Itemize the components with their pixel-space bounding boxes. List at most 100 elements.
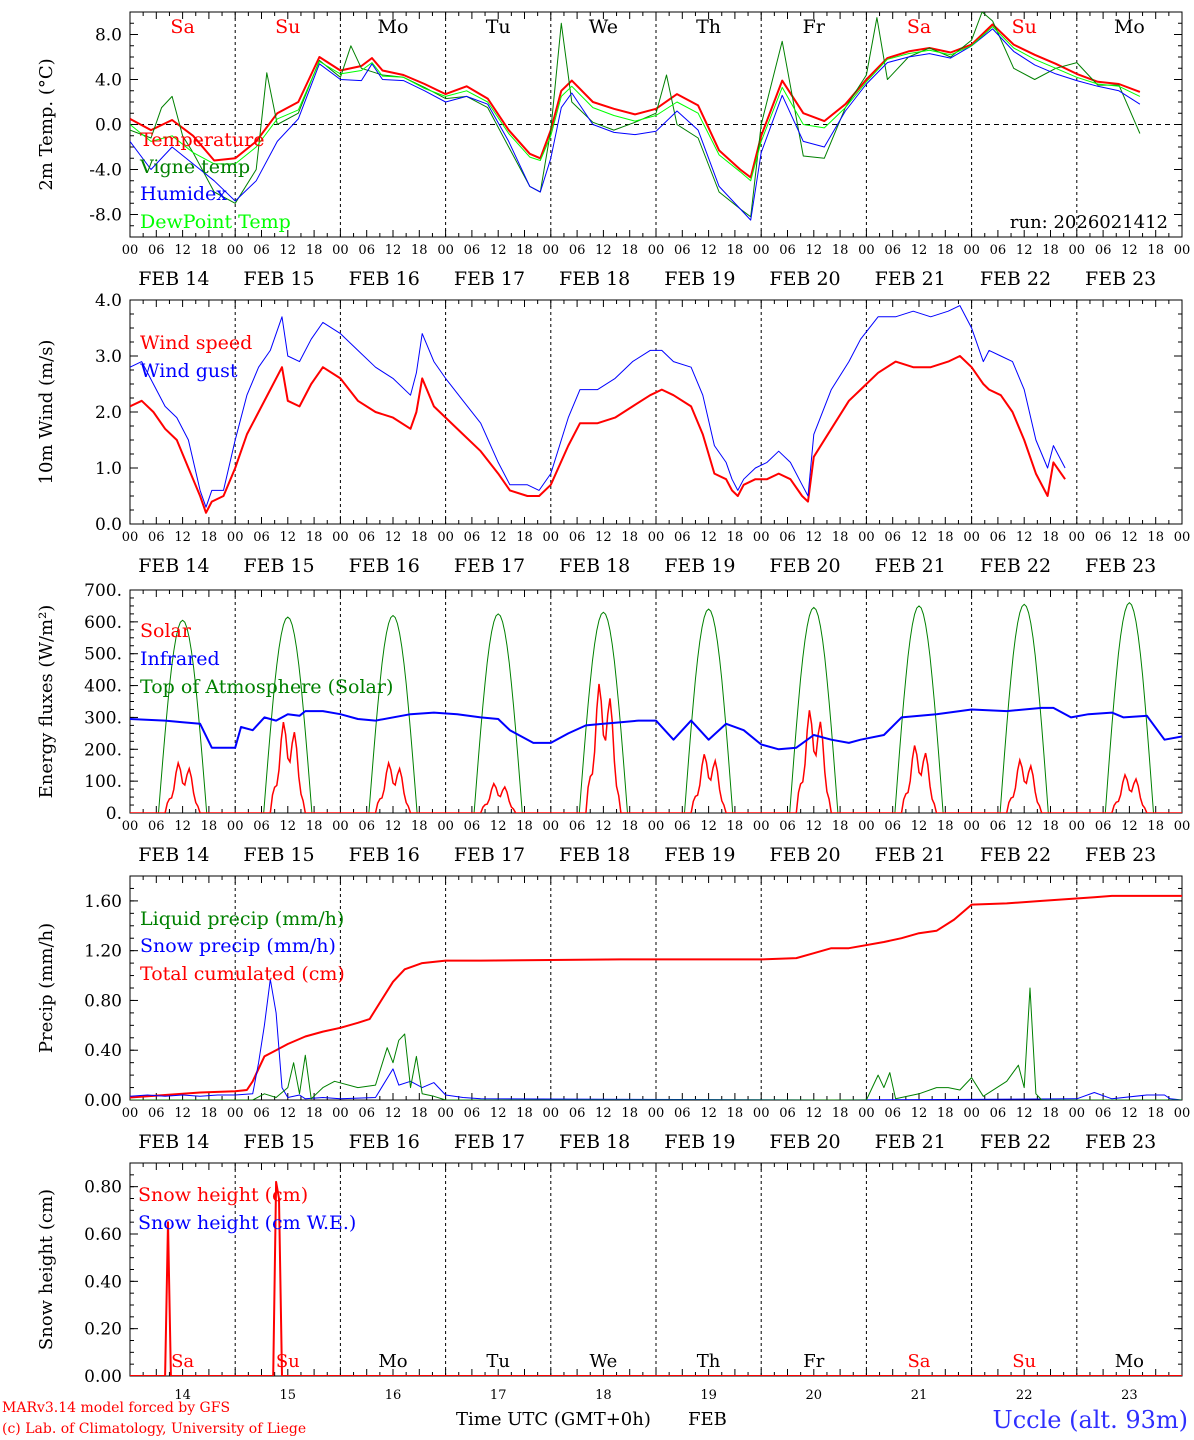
hour-tick-label: 18 bbox=[937, 1106, 954, 1121]
hour-tick-label: 00 bbox=[963, 1106, 980, 1121]
hour-tick-label: 00 bbox=[122, 1106, 139, 1121]
hour-tick-label: 12 bbox=[385, 1106, 402, 1121]
hour-tick-label: 06 bbox=[990, 530, 1007, 545]
hour-tick-label: 06 bbox=[779, 530, 796, 545]
panel-energy: 0. 100. 200. 300. 400. 500. 600. 700. Energy flu… bbox=[36, 581, 1190, 866]
day-name: Su bbox=[276, 1351, 300, 1372]
series-group bbox=[130, 305, 1066, 514]
date-label: FEB 16 bbox=[349, 268, 420, 290]
day-number: 19 bbox=[700, 1388, 717, 1403]
hour-tick-label: 00 bbox=[227, 530, 244, 545]
hour-tick-label: 06 bbox=[148, 243, 165, 258]
hour-tick-label: 18 bbox=[1147, 819, 1164, 834]
date-label: FEB 21 bbox=[875, 268, 946, 290]
hour-tick-label: 00 bbox=[753, 819, 770, 834]
hour-tick-label: 18 bbox=[411, 530, 428, 545]
y-tick-label: 0.80 bbox=[84, 1178, 122, 1198]
hour-tick-label: 18 bbox=[201, 1106, 218, 1121]
y-tick-label: 4.0 bbox=[95, 71, 122, 91]
hour-tick-label: 00 bbox=[1174, 819, 1191, 834]
day-name: Mo bbox=[1114, 16, 1145, 38]
hour-tick-label: 18 bbox=[1147, 1106, 1164, 1121]
hour-tick-label: 18 bbox=[201, 243, 218, 258]
hour-tick-label: 18 bbox=[1042, 530, 1059, 545]
y-tick-label: 0. bbox=[106, 804, 122, 824]
hour-tick-label: 12 bbox=[490, 819, 507, 834]
hour-tick-label: 00 bbox=[858, 530, 875, 545]
hour-tick-label: 18 bbox=[937, 819, 954, 834]
hour-tick-label: 06 bbox=[884, 530, 901, 545]
hour-tick-label: 06 bbox=[253, 819, 270, 834]
hour-tick-label: 18 bbox=[621, 819, 638, 834]
y-tick-label: -8.0 bbox=[89, 206, 122, 226]
day-name: Fr bbox=[803, 16, 826, 38]
series-dewpoint-temp bbox=[130, 26, 1141, 182]
hour-tick-label: 00 bbox=[648, 530, 665, 545]
day-name: Sa bbox=[907, 1351, 930, 1372]
day-number: 21 bbox=[911, 1388, 928, 1403]
day-name: Mo bbox=[378, 16, 409, 38]
date-label: FEB 19 bbox=[664, 844, 735, 866]
hour-tick-label: 18 bbox=[937, 243, 954, 258]
hour-tick-label: 18 bbox=[937, 530, 954, 545]
hour-tick-label: 06 bbox=[569, 1106, 586, 1121]
hour-tick-label: 06 bbox=[253, 530, 270, 545]
date-label: FEB 23 bbox=[1085, 844, 1156, 866]
hour-tick-label: 00 bbox=[1069, 1106, 1086, 1121]
hour-tick-label: 00 bbox=[753, 1106, 770, 1121]
y-tick-label: 500. bbox=[84, 645, 122, 665]
location-label: Uccle (alt. 93m) bbox=[992, 1406, 1188, 1434]
date-label: FEB 17 bbox=[454, 268, 525, 290]
day-name: Th bbox=[697, 1351, 721, 1372]
hour-tick-label: 06 bbox=[464, 530, 481, 545]
hour-tick-label: 00 bbox=[963, 243, 980, 258]
hour-tick-label: 12 bbox=[700, 819, 717, 834]
day-number: 23 bbox=[1121, 1388, 1138, 1403]
date-label: FEB 14 bbox=[138, 268, 209, 290]
y-axis-label: Energy fluxes (W/m²) bbox=[36, 605, 57, 799]
hour-tick-label: 12 bbox=[490, 1106, 507, 1121]
hour-tick-label: 00 bbox=[122, 530, 139, 545]
hour-tick-label: 00 bbox=[227, 819, 244, 834]
hour-tick-label: 00 bbox=[1174, 1106, 1191, 1121]
legend-entry: Snow height (cm) bbox=[138, 1184, 308, 1206]
hour-tick-label: 00 bbox=[437, 1106, 454, 1121]
day-number: 15 bbox=[280, 1388, 297, 1403]
hour-tick-label: 00 bbox=[437, 243, 454, 258]
hour-tick-label: 18 bbox=[201, 530, 218, 545]
day-number: 14 bbox=[174, 1388, 191, 1403]
hour-tick-label: 00 bbox=[543, 243, 560, 258]
hour-tick-label: 06 bbox=[779, 243, 796, 258]
y-tick-label: 300. bbox=[84, 708, 122, 728]
hour-tick-label: 00 bbox=[1069, 530, 1086, 545]
legend-entry: Infrared bbox=[140, 648, 220, 670]
y-axis-label: 2m Temp. (°C) bbox=[36, 58, 57, 190]
hour-tick-label: 00 bbox=[1174, 530, 1191, 545]
hour-tick-label: 06 bbox=[569, 530, 586, 545]
y-tick-label: 2.0 bbox=[95, 403, 122, 423]
panel-temp: -8.0 -4.0 0.0 4.0 8.0 2m Temp. (°C) Temperatur… bbox=[36, 11, 1190, 290]
date-label: FEB 18 bbox=[559, 555, 630, 577]
hour-tick-label: 12 bbox=[1121, 243, 1138, 258]
hour-tick-label: 18 bbox=[516, 243, 533, 258]
hour-tick-label: 18 bbox=[832, 819, 849, 834]
hour-tick-label: 06 bbox=[674, 243, 691, 258]
hour-tick-label: 12 bbox=[1016, 243, 1033, 258]
y-tick-label: 0.40 bbox=[84, 1041, 122, 1061]
hour-tick-label: 06 bbox=[358, 1106, 375, 1121]
hour-tick-label: 06 bbox=[990, 819, 1007, 834]
panel-snow: 0.00 0.20 0.40 0.60 0.80 Snow height (cm) Snow… bbox=[36, 1162, 1183, 1403]
hour-tick-label: 12 bbox=[595, 819, 612, 834]
hour-tick-label: 06 bbox=[884, 1106, 901, 1121]
y-axis-label: 10m Wind (m/s) bbox=[36, 340, 57, 485]
day-number: 17 bbox=[490, 1388, 507, 1403]
legend-entry: Humidex bbox=[140, 183, 227, 205]
hour-tick-label: 18 bbox=[516, 530, 533, 545]
day-name: Su bbox=[1012, 1351, 1036, 1372]
y-tick-label: 600. bbox=[84, 613, 122, 633]
hour-tick-label: 12 bbox=[1016, 819, 1033, 834]
date-label: FEB 18 bbox=[559, 1131, 630, 1153]
date-label: FEB 17 bbox=[454, 844, 525, 866]
hour-tick-label: 06 bbox=[1095, 243, 1112, 258]
day-name: Fr bbox=[803, 1351, 824, 1372]
